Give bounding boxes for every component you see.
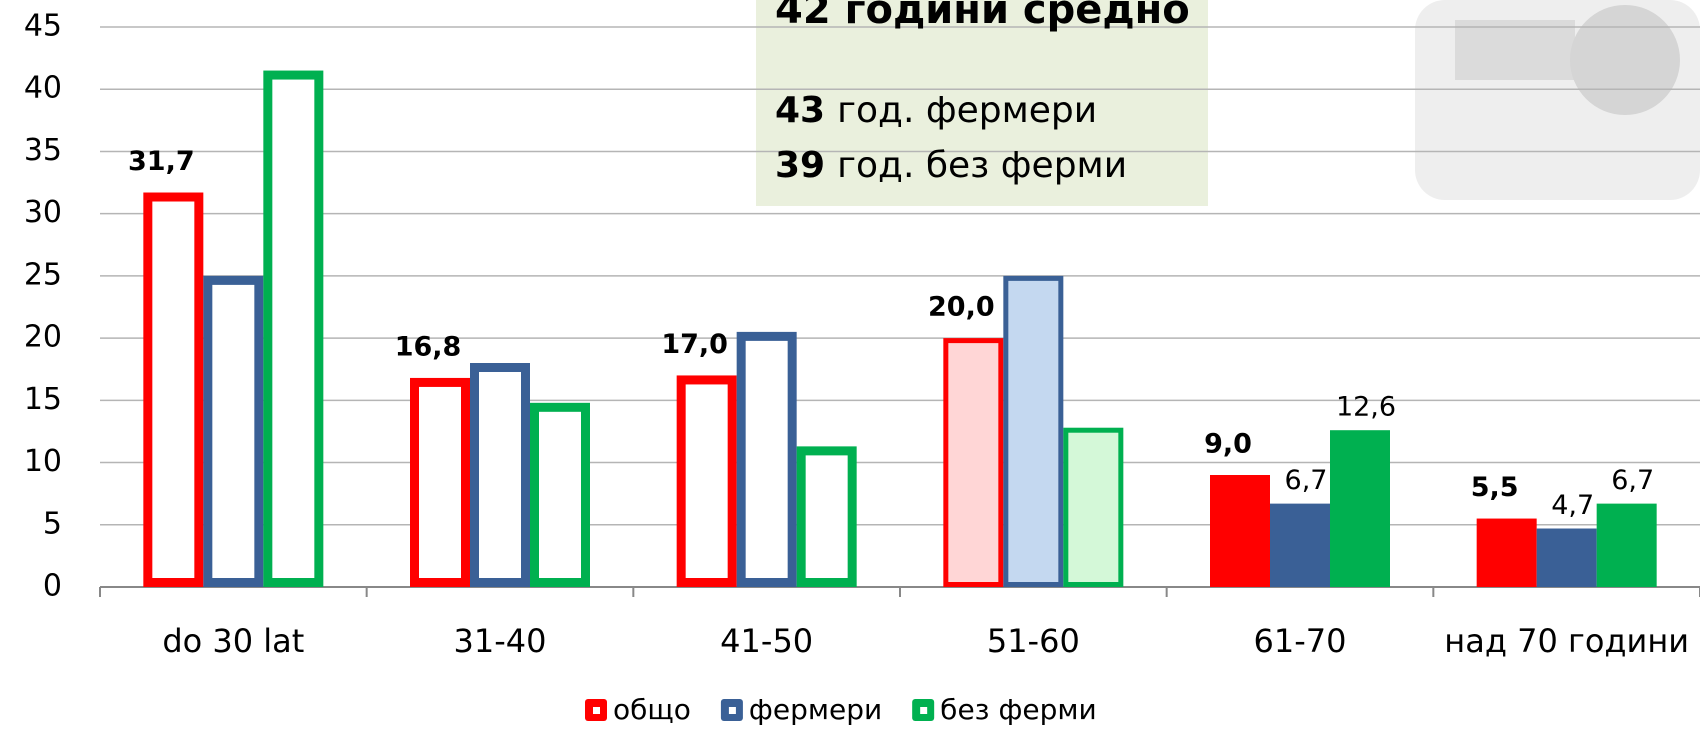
photo-grille xyxy=(1455,20,1575,80)
bar xyxy=(1476,518,1537,587)
y-tick-label: 15 xyxy=(24,382,62,417)
data-label: 16,8 xyxy=(395,331,462,362)
bar xyxy=(1003,275,1064,587)
legend-label: фермери xyxy=(749,693,882,726)
photo xyxy=(1415,0,1700,200)
data-label: 20,0 xyxy=(928,292,995,323)
bar xyxy=(1596,503,1657,587)
legend-swatch-inner xyxy=(593,707,600,714)
data-label: 4,7 xyxy=(1551,490,1594,521)
bar xyxy=(1063,427,1124,588)
x-tick-label: do 30 lat xyxy=(162,622,304,660)
annotation-text: 39 xyxy=(775,145,825,186)
annotation-line: 43 год. фермери xyxy=(775,90,1097,131)
bar xyxy=(470,363,530,587)
data-label: 6,7 xyxy=(1285,465,1328,496)
y-tick-label: 35 xyxy=(24,133,62,168)
annotation-box xyxy=(756,0,1208,206)
bar xyxy=(203,275,264,587)
legend-swatch-inner xyxy=(920,707,928,714)
photo-bg xyxy=(1415,0,1700,200)
legend-swatch-inner xyxy=(728,707,736,714)
y-tick-label: 40 xyxy=(24,71,62,106)
data-label: 12,6 xyxy=(1336,392,1396,423)
data-label: 9,0 xyxy=(1204,429,1252,460)
annotation-text: 43 xyxy=(775,90,825,131)
x-tick-label: 61-70 xyxy=(1254,622,1347,660)
x-tick-label: 31-40 xyxy=(454,622,547,660)
data-label: 31,7 xyxy=(128,146,195,177)
bar xyxy=(676,375,737,588)
data-label: 6,7 xyxy=(1611,465,1654,496)
y-tick-label: 5 xyxy=(43,506,62,541)
annotation-text: год. без ферми xyxy=(837,145,1127,186)
x-tick-label: 51-60 xyxy=(987,622,1080,660)
bar xyxy=(796,446,857,587)
photo-figure xyxy=(1570,5,1680,115)
bar xyxy=(1536,528,1597,587)
bar xyxy=(1330,430,1390,588)
legend-label: общо xyxy=(613,693,691,726)
annotation-line: 39 год. без ферми xyxy=(775,145,1127,186)
bar xyxy=(1270,503,1330,587)
bar xyxy=(943,338,1004,587)
y-tick-label: 30 xyxy=(24,195,62,230)
bar xyxy=(143,192,204,587)
data-label: 17,0 xyxy=(661,329,728,360)
legend-label: без ферми xyxy=(940,693,1097,726)
x-tick-label: над 70 години xyxy=(1444,622,1689,660)
data-label: 5,5 xyxy=(1471,472,1519,503)
x-tick-label: 41-50 xyxy=(720,622,813,660)
y-tick-label: 10 xyxy=(24,444,62,479)
y-tick-label: 0 xyxy=(43,569,62,604)
y-tick-label: 45 xyxy=(24,9,62,44)
annotation-text: год. фермери xyxy=(837,90,1097,131)
bar xyxy=(530,402,590,588)
annotation-text: 42 години средно xyxy=(775,0,1190,33)
annotation-line: 42 години средно xyxy=(775,0,1190,33)
y-tick-label: 20 xyxy=(24,320,62,355)
bar xyxy=(410,377,470,587)
y-tick-label: 25 xyxy=(24,257,62,292)
bar xyxy=(736,331,797,587)
bar xyxy=(263,70,324,588)
bar xyxy=(1210,475,1270,587)
